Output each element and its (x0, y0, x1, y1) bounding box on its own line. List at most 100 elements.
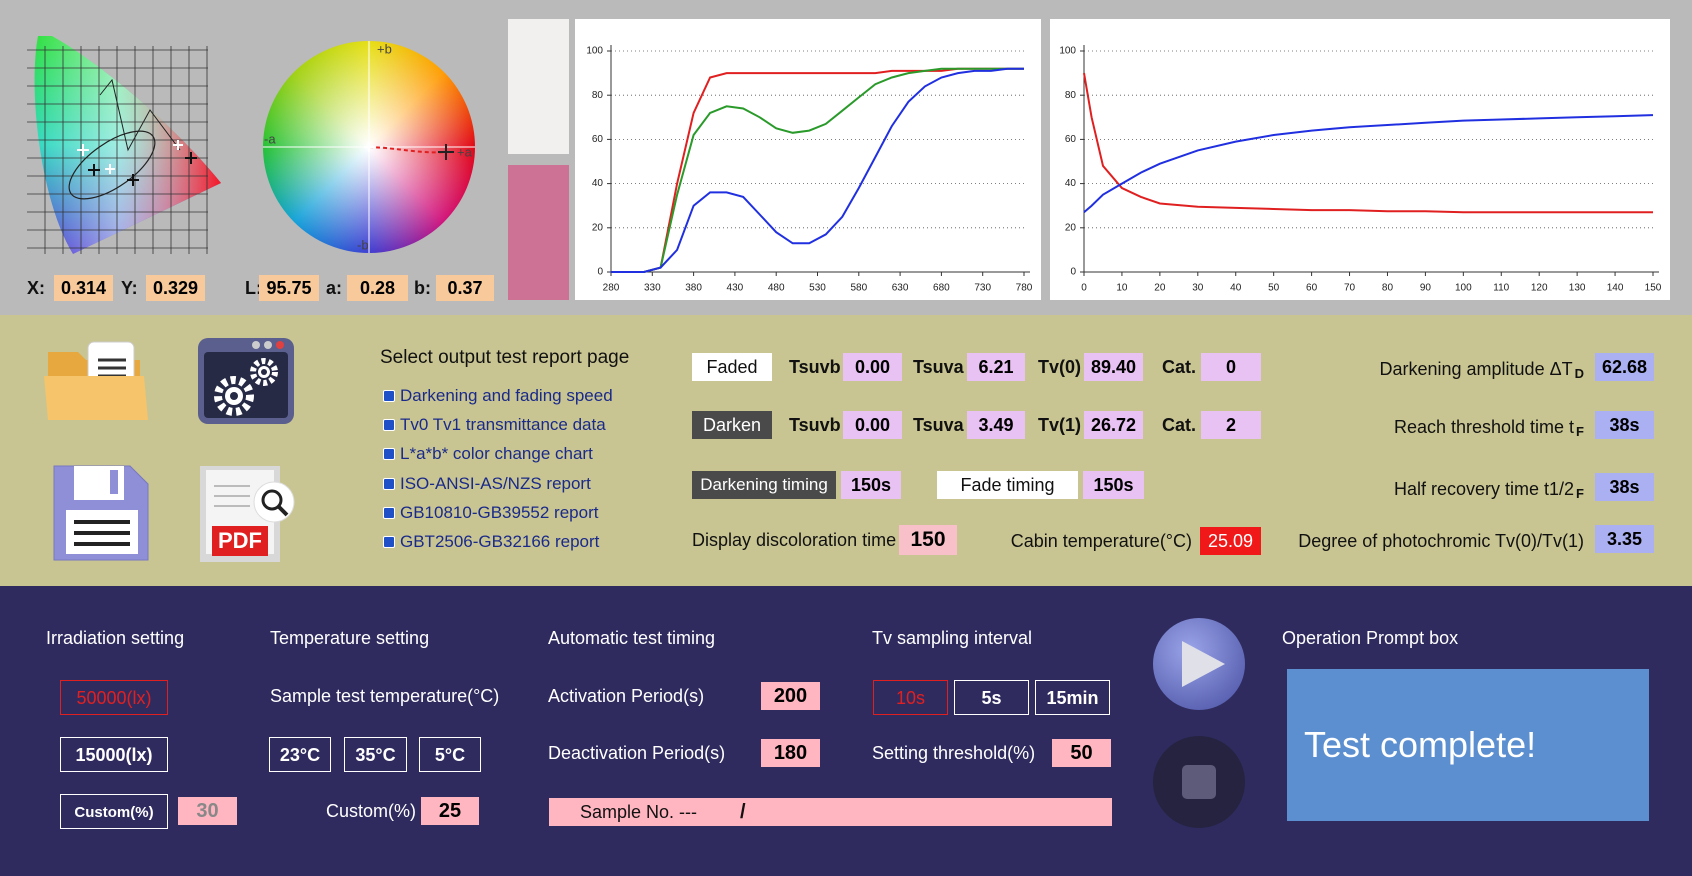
cabin-temp-label: Cabin temperature(°C) (1010, 531, 1192, 551)
y-tick-label: 40 (592, 178, 604, 189)
stop-button[interactable] (1153, 736, 1245, 828)
x-tick-label: 110 (1493, 283, 1509, 294)
x-tick-label: 630 (892, 283, 909, 294)
coord-label: Y: (121, 278, 138, 298)
temperature-option[interactable]: 35°C (344, 736, 407, 772)
section-title: Automatic test timing (548, 628, 716, 648)
temp-label: Sample test temperature(°C) (270, 686, 500, 706)
x-tick-label: 330 (644, 283, 661, 294)
result-text: Degree of photochromic Tv(0)/Tv(1) (1298, 531, 1584, 551)
x-tick-label: 40 (1230, 283, 1242, 294)
temp-custom-value: 25 (421, 797, 479, 825)
checkbox[interactable] (383, 419, 395, 432)
prompt-panel (1287, 669, 1649, 821)
interval-option[interactable]: 10s (873, 679, 948, 715)
threshold-value: 50 (1052, 739, 1111, 767)
cie-diagram (27, 36, 222, 254)
deactivation-label: Deactivation Period(s) (548, 743, 726, 763)
sample-no-label: Sample No. --- (580, 802, 698, 822)
x-tick-label: 130 (1569, 283, 1586, 294)
x-tick-label: 20 (1154, 283, 1166, 294)
y-tick-label: 0 (1070, 267, 1076, 278)
report-option: Tv0 Tv1 transmittance data (400, 415, 606, 435)
result-value: 3.35 (1595, 525, 1654, 553)
result-value: 38s (1595, 473, 1654, 501)
interval-option[interactable]: 15min (1035, 679, 1110, 715)
report-option: GB10810-GB39552 report (400, 502, 599, 522)
report-title: Select output test report page (380, 347, 630, 368)
checkbox[interactable] (383, 390, 395, 402)
save-icon[interactable] (53, 465, 149, 561)
threshold-label: Setting threshold(%) (872, 743, 1036, 763)
cabin-temp-value: 25.09 (1200, 527, 1261, 555)
x-tick-label: 100 (1455, 283, 1472, 294)
wheel-label: -a (264, 131, 276, 146)
chart-frame (575, 19, 1041, 300)
field-value: 6.21 (967, 353, 1025, 381)
settings-icon[interactable] (198, 338, 294, 424)
report-option: GBT2506-GB32166 report (400, 532, 600, 551)
prompt-message: Test complete! (1304, 724, 1537, 765)
y-tick-label: 80 (592, 90, 604, 101)
x-tick-label: 430 (727, 283, 744, 294)
field-label: Cat. (1162, 357, 1197, 377)
checkbox[interactable] (383, 506, 395, 519)
section-title: Tv sampling interval (872, 628, 1033, 648)
checkbox[interactable] (383, 448, 395, 461)
irradiation-option[interactable]: 50000(lx) (60, 679, 168, 715)
coord-label: a: (326, 278, 343, 298)
x-tick-label: 50 (1268, 283, 1280, 294)
pdf-icon[interactable]: PDF (200, 466, 295, 562)
x-tick-label: 80 (1382, 283, 1394, 294)
temperature-option[interactable]: 5°C (419, 736, 481, 772)
temperature-option[interactable]: 23°C (269, 736, 331, 772)
display-time-label: Display discoloration time (692, 530, 897, 550)
x-tick-label: 10 (1116, 283, 1128, 294)
irradiation-option[interactable]: 15000(lx) (60, 736, 168, 772)
field-label: Tsuva (913, 415, 964, 435)
icons: PDF (44, 338, 295, 562)
result-subscript: F (1576, 486, 1584, 501)
interval-option[interactable]: 5s (954, 679, 1029, 715)
play-button[interactable] (1153, 618, 1245, 710)
result-text: Half recovery time t1/2 (1393, 479, 1575, 499)
color-wheel-axes: +b -a +a -b (263, 41, 475, 253)
irradiation-option[interactable]: Custom(%) (60, 793, 168, 829)
coord-label: b: (414, 278, 431, 298)
x-tick-label: 150 (1645, 283, 1662, 294)
y-tick-label: 60 (592, 134, 604, 145)
coord-label: X: (27, 278, 45, 298)
x-tick-label: 30 (1192, 283, 1204, 294)
series-line (1083, 114, 1654, 214)
open-icon[interactable] (44, 341, 148, 420)
checkbox[interactable] (383, 536, 395, 548)
coord-value: 0.314 (54, 275, 113, 301)
run-controls (1153, 618, 1245, 828)
report-option: ISO-ANSI-AS/NZS report (400, 473, 591, 493)
field-value: 26.72 (1084, 411, 1143, 439)
checkbox[interactable] (383, 477, 395, 490)
x-tick-label: 120 (1531, 283, 1548, 294)
custom-irradiation-value: 30 (178, 797, 237, 825)
x-tick-label: 280 (603, 283, 620, 294)
x-tick-label: 780 (1016, 283, 1033, 294)
chart-frame (1050, 19, 1670, 300)
result-subscript: D (1574, 366, 1584, 381)
state-label: Darken (692, 411, 772, 439)
x-tick-label: 480 (768, 283, 785, 294)
state-label: Faded (692, 353, 772, 381)
series-line (611, 67, 1024, 273)
y-tick-label: 20 (592, 222, 604, 233)
result-text: Darkening amplitude ΔT (1379, 359, 1573, 379)
section-title: Operation Prompt box (1282, 628, 1459, 648)
faded-swatch (508, 19, 569, 154)
report-option: L*a*b* color change chart (400, 444, 593, 464)
field-label: Tsuvb (789, 415, 841, 435)
darken-swatch (508, 165, 569, 300)
result-subscript: F (1576, 424, 1584, 439)
x-tick-label: 90 (1420, 283, 1432, 294)
result-value: 38s (1595, 411, 1654, 439)
temp-custom-label: Custom(%) (325, 801, 416, 821)
